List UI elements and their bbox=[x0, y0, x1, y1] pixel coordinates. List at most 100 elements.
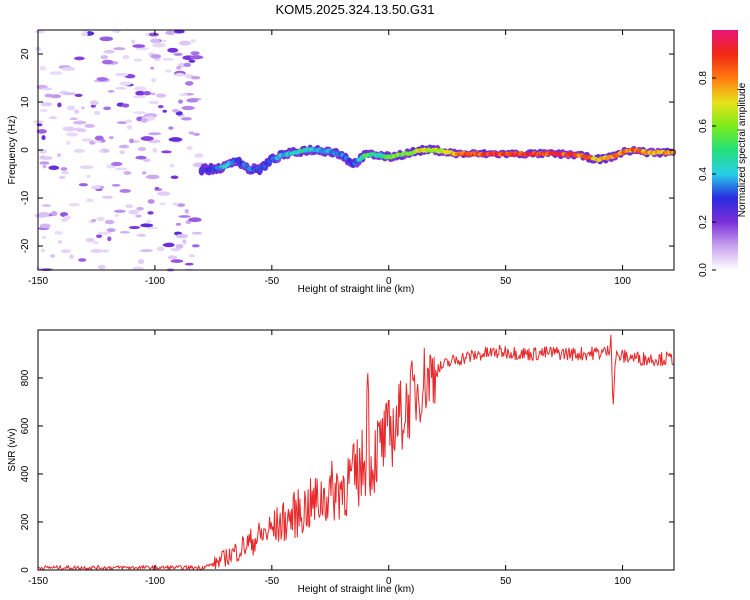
colorbar-tick-label: 0.8 bbox=[698, 71, 709, 85]
noise-blob bbox=[60, 249, 72, 254]
colorbar-label: Normalized spectral amplitude bbox=[737, 82, 748, 217]
noise-blob bbox=[169, 163, 175, 168]
noise-blob bbox=[39, 161, 50, 165]
noise-blob bbox=[41, 235, 47, 239]
noise-blob bbox=[140, 136, 154, 141]
noise-blob bbox=[168, 137, 183, 142]
noise-blob bbox=[184, 208, 189, 214]
noise-blob bbox=[189, 254, 195, 258]
noise-blob bbox=[41, 87, 53, 91]
noise-blob bbox=[99, 36, 114, 42]
snr-x-tick-label: -150 bbox=[28, 576, 48, 587]
noise-blob bbox=[108, 136, 114, 140]
noise-blob bbox=[118, 144, 130, 149]
noise-blob bbox=[135, 90, 146, 96]
noise-blob bbox=[99, 149, 104, 153]
noise-blob bbox=[97, 231, 112, 235]
noise-blob bbox=[162, 109, 167, 113]
noise-blob bbox=[184, 262, 194, 266]
noise-blob bbox=[165, 30, 176, 36]
noise-blob bbox=[74, 109, 79, 114]
snr-x-tick-label: 0 bbox=[386, 576, 392, 587]
noise-blob bbox=[147, 211, 154, 215]
noise-blob bbox=[92, 241, 100, 245]
noise-blob bbox=[131, 39, 136, 44]
noise-blob bbox=[57, 102, 62, 108]
noise-blob bbox=[188, 217, 202, 223]
noise-blob bbox=[136, 233, 147, 237]
noise-blob bbox=[90, 248, 103, 254]
noise-blob bbox=[57, 240, 63, 244]
noise-blob bbox=[173, 29, 185, 34]
noise-blob bbox=[181, 105, 195, 111]
noise-blob bbox=[150, 38, 160, 44]
noise-blob bbox=[155, 93, 167, 98]
noise-blob bbox=[119, 189, 131, 193]
noise-blob bbox=[194, 153, 204, 158]
noise-blob bbox=[119, 150, 125, 155]
noise-blob bbox=[148, 100, 160, 105]
noise-blob bbox=[72, 120, 87, 125]
noise-blob bbox=[42, 164, 47, 169]
noise-blob bbox=[176, 203, 186, 207]
noise-blob bbox=[133, 58, 143, 62]
snr-x-tick-label: -100 bbox=[145, 576, 165, 587]
snr-panel: -150 -100 -50 0 50 100 0 200 400 600 800 Height o… bbox=[7, 329, 675, 595]
noise-blob bbox=[48, 116, 58, 120]
noise-blob bbox=[129, 138, 134, 144]
noise-blob bbox=[135, 214, 142, 218]
noise-blob bbox=[165, 242, 175, 248]
snr-frame bbox=[37, 329, 675, 571]
noise-blob bbox=[101, 249, 110, 253]
noise-blob bbox=[143, 90, 152, 96]
snr-y-tick-label: 600 bbox=[20, 417, 31, 434]
noise-blob bbox=[102, 195, 114, 199]
noise-blob bbox=[134, 86, 147, 92]
spectrogram-x-tick-label: -100 bbox=[145, 276, 165, 287]
noise-blob bbox=[41, 135, 46, 141]
noise-blob bbox=[40, 102, 53, 107]
spectrogram-noise-region bbox=[32, 29, 207, 272]
colorbar-tick-label: 0.4 bbox=[698, 167, 709, 181]
spectrogram-x-tick-label: 100 bbox=[614, 276, 631, 287]
noise-blob bbox=[150, 54, 162, 59]
spectrogram-y-tick-label: 10 bbox=[20, 96, 31, 108]
noise-blob bbox=[68, 202, 81, 207]
noise-blob bbox=[96, 216, 105, 222]
noise-blob bbox=[135, 47, 149, 51]
noise-blob bbox=[114, 214, 119, 217]
spectrogram-x-tick-label: -50 bbox=[265, 276, 280, 287]
noise-blob bbox=[112, 29, 121, 34]
noise-blob bbox=[186, 98, 199, 103]
noise-blob bbox=[111, 184, 121, 187]
noise-blob bbox=[173, 52, 183, 56]
colorbar-tick-label: 0.6 bbox=[698, 119, 709, 133]
noise-blob bbox=[178, 99, 184, 104]
noise-blob bbox=[141, 171, 147, 175]
noise-blob bbox=[122, 103, 130, 108]
noise-blob bbox=[128, 225, 141, 230]
noise-blob bbox=[159, 202, 166, 206]
spectrogram-x-label: Height of straight line (km) bbox=[298, 284, 415, 295]
noise-blob bbox=[188, 59, 196, 63]
spectrogram-x-tick-label: 0 bbox=[386, 276, 392, 287]
noise-blob bbox=[175, 244, 184, 249]
noise-blob bbox=[124, 119, 133, 124]
noise-blob bbox=[176, 65, 182, 70]
noise-blob bbox=[103, 49, 115, 54]
noise-blob bbox=[90, 104, 96, 108]
noise-blob bbox=[75, 128, 87, 133]
noise-blob bbox=[114, 167, 128, 171]
noise-blob bbox=[157, 191, 171, 196]
noise-blob bbox=[80, 165, 94, 170]
noise-blob bbox=[115, 86, 127, 90]
noise-blob bbox=[139, 249, 153, 252]
noise-blob bbox=[132, 44, 146, 48]
noise-blob bbox=[78, 258, 87, 262]
snr-plot-area bbox=[38, 330, 674, 570]
noise-blob bbox=[170, 259, 184, 263]
noise-blob bbox=[178, 215, 191, 218]
noise-blob bbox=[152, 148, 158, 153]
